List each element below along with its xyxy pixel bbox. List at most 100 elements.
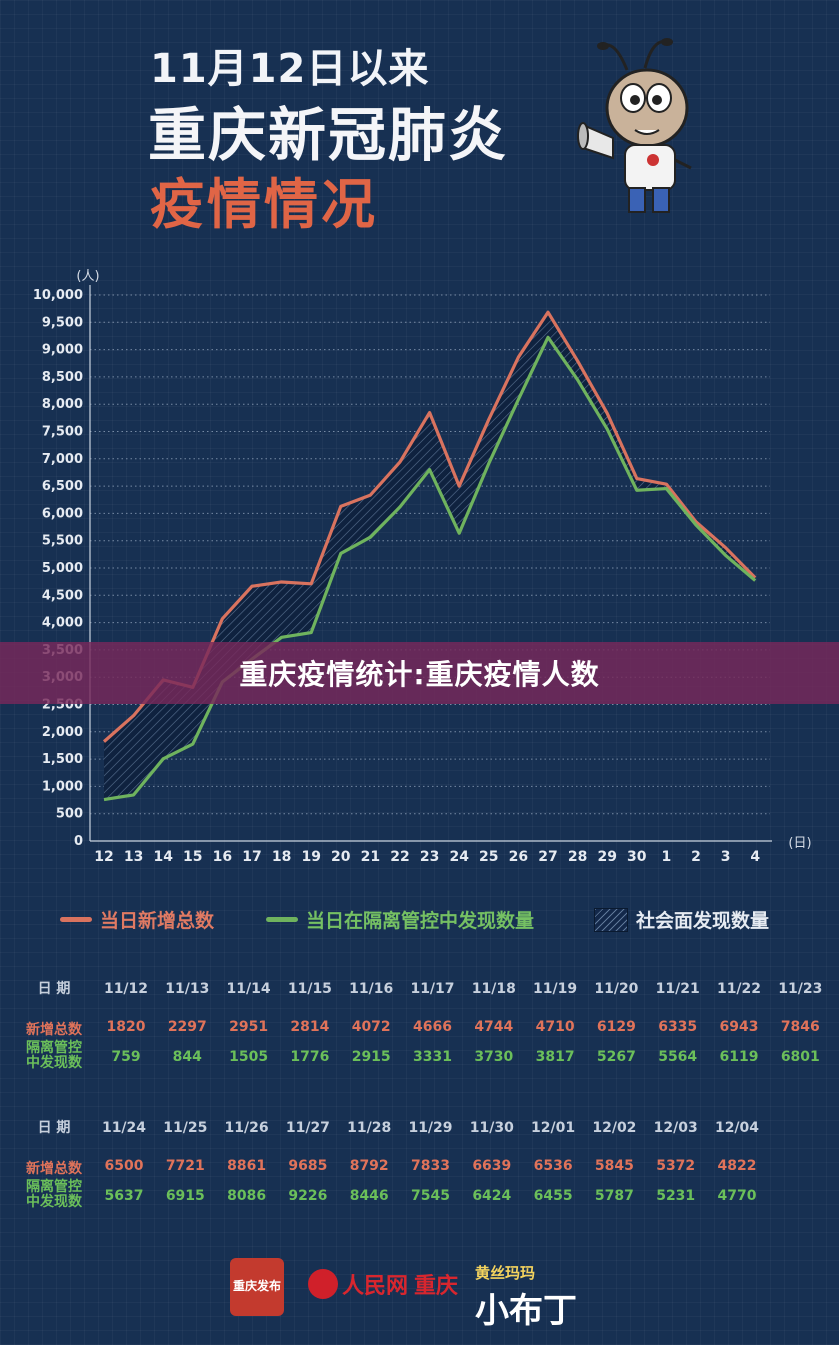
table-cell-date: 11/30 [469,1120,514,1136]
table-cell-new: 7833 [411,1158,450,1174]
legend-label-community: 社会面发现数量 [636,910,770,932]
table-cell-new: 4072 [351,1019,391,1035]
series-line-new-total [102,310,757,743]
row-label-isolated-line2: 中发现数 [26,1194,82,1210]
table-cell-date: 11/18 [471,981,516,997]
row-label-new: 新增总数 [26,1022,82,1038]
title-banner: 重庆疫情统计:重庆疫情人数 [0,642,839,704]
table-cell-date: 11/22 [716,981,762,997]
xiaobuding-logo-small: 黄丝玛玛 [475,1264,536,1282]
table-cell-date: 12/01 [531,1120,576,1136]
table-cell-isolated: 844 [172,1049,202,1065]
legend-item-isolated: 当日在隔离管控中发现数量 [266,906,534,933]
table-row-dates: 日 期 11/12 11/13 11/14 11/15 11/16 11/17 11/18 1… [18,975,830,1005]
banner-text: 重庆疫情统计:重庆疫情人数 [239,658,600,691]
table-cell-isolated: 759 [111,1049,141,1065]
legend-item-community: 社会面发现数量 [594,906,769,933]
community-area [104,312,756,800]
table-cell-isolated: 6455 [533,1188,573,1204]
table-cell-new: 5845 [594,1158,634,1174]
table-cell-new: 4666 [413,1019,452,1035]
table-cell-new: 9685 [288,1158,328,1174]
y-tick-label: 0 [74,834,83,849]
table-cell-date: 12/02 [592,1120,637,1136]
table-cell-date: 11/16 [349,981,394,997]
table-cell-isolated: 3331 [413,1049,452,1065]
table-cell-isolated: 6915 [165,1188,205,1204]
x-tick-label: 4 [750,849,760,865]
x-tick-label: 18 [272,849,291,865]
table-cell-isolated: 3730 [474,1049,514,1065]
table-cell-date: 11/17 [410,981,455,997]
row-label-isolated-line2: 中发现数 [26,1055,82,1071]
table-cell-date: 11/26 [224,1120,269,1136]
table-cell-new: 6335 [658,1019,698,1035]
x-tick-label: 22 [390,849,409,865]
table-cell-isolated: 7545 [411,1188,450,1204]
row-label-date: 日 期 [37,981,71,997]
header-title-secondary: 疫情情况 [150,173,378,236]
table-cell-new: 4822 [717,1158,757,1174]
y-tick-label: 4,500 [42,588,83,603]
y-tick-label: 9,000 [42,343,83,358]
row-label-date: 日 期 [37,1120,71,1136]
people-net-logo-city: 重庆 [414,1274,459,1299]
table-cell-isolated: 5564 [658,1049,698,1065]
y-tick-label: 5,500 [42,534,83,549]
xiaobuding-logo-main: 小布丁 [475,1291,577,1331]
table-cell-isolated: 8446 [349,1188,389,1204]
y-tick-label: 7,500 [42,425,83,440]
header-subtitle: 11月12日以来 [150,46,430,92]
table-cell-isolated: 5787 [594,1188,634,1204]
table-cell-isolated: 5267 [596,1049,636,1065]
y-tick-label: 2,000 [42,725,83,740]
table-cell-new: 6536 [533,1158,573,1174]
table-cell-date: 11/15 [287,981,332,997]
table-cell-new: 7846 [780,1019,820,1035]
table-cell-date: 11/27 [285,1120,330,1136]
x-tick-label: 2 [691,849,701,865]
row-label-isolated: 隔离管控 中发现数 [18,1041,90,1071]
table-cell-isolated: 5637 [104,1188,144,1204]
legend-swatch-red [60,917,92,922]
x-tick-label: 12 [94,849,113,865]
table-cell-new: 2297 [167,1019,207,1035]
y-tick-label: 5,000 [42,561,83,576]
people-net-logo-text: 人民网 [342,1274,409,1299]
x-tick-label: 28 [568,849,587,865]
table-cell-new: 8792 [349,1158,389,1174]
ant-mascot-icon [577,38,692,213]
table-cell-date: 11/14 [226,981,271,997]
table-cell-date: 12/03 [653,1120,698,1136]
legend-label-new-total: 当日新增总数 [100,910,215,932]
x-tick-label: 27 [538,849,557,865]
table-cell-date: 11/12 [103,981,149,997]
x-tick-label: 19 [301,849,320,865]
x-tick-label: 26 [509,849,528,865]
y-tick-label: 7,000 [42,452,83,467]
x-tick-label: 29 [597,849,616,865]
header-title: 重庆新冠肺炎 [148,101,509,169]
table-cell-new: 7721 [165,1158,205,1174]
x-tick-label: 23 [420,849,439,865]
legend-item-new-total: 当日新增总数 [60,906,214,933]
row-label-isolated-line1: 隔离管控 [26,1040,82,1056]
row-label-new: 新增总数 [26,1161,82,1177]
y-tick-label: 1,000 [42,779,83,794]
table-cell-date: 11/25 [163,1120,208,1136]
chongqing-release-logo: 重庆发布 [230,1258,284,1316]
x-tick-label: 14 [153,849,173,865]
y-tick-label: 10,000 [33,288,83,303]
table-cell-date: 11/21 [655,981,700,997]
table-cell-isolated: 6424 [472,1188,512,1204]
x-tick-label: 20 [331,849,351,865]
table-cell-isolated: 3817 [535,1049,575,1065]
table-cell-new: 6639 [472,1158,512,1174]
table-cell-date: 11/20 [594,981,639,997]
people-net-logo-icon [308,1269,338,1299]
chart-legend: 当日新增总数 当日在隔离管控中发现数量 社会面发现数量 [60,906,820,942]
table-row-isolated: 隔离管控 中发现数 759 844 1505 1776 2915 3331 3730 3817 5… [18,1041,830,1071]
table-cell-isolated: 6119 [719,1049,759,1065]
table-cell-new: 2814 [290,1019,330,1035]
table-cell-new: 6500 [104,1158,144,1174]
